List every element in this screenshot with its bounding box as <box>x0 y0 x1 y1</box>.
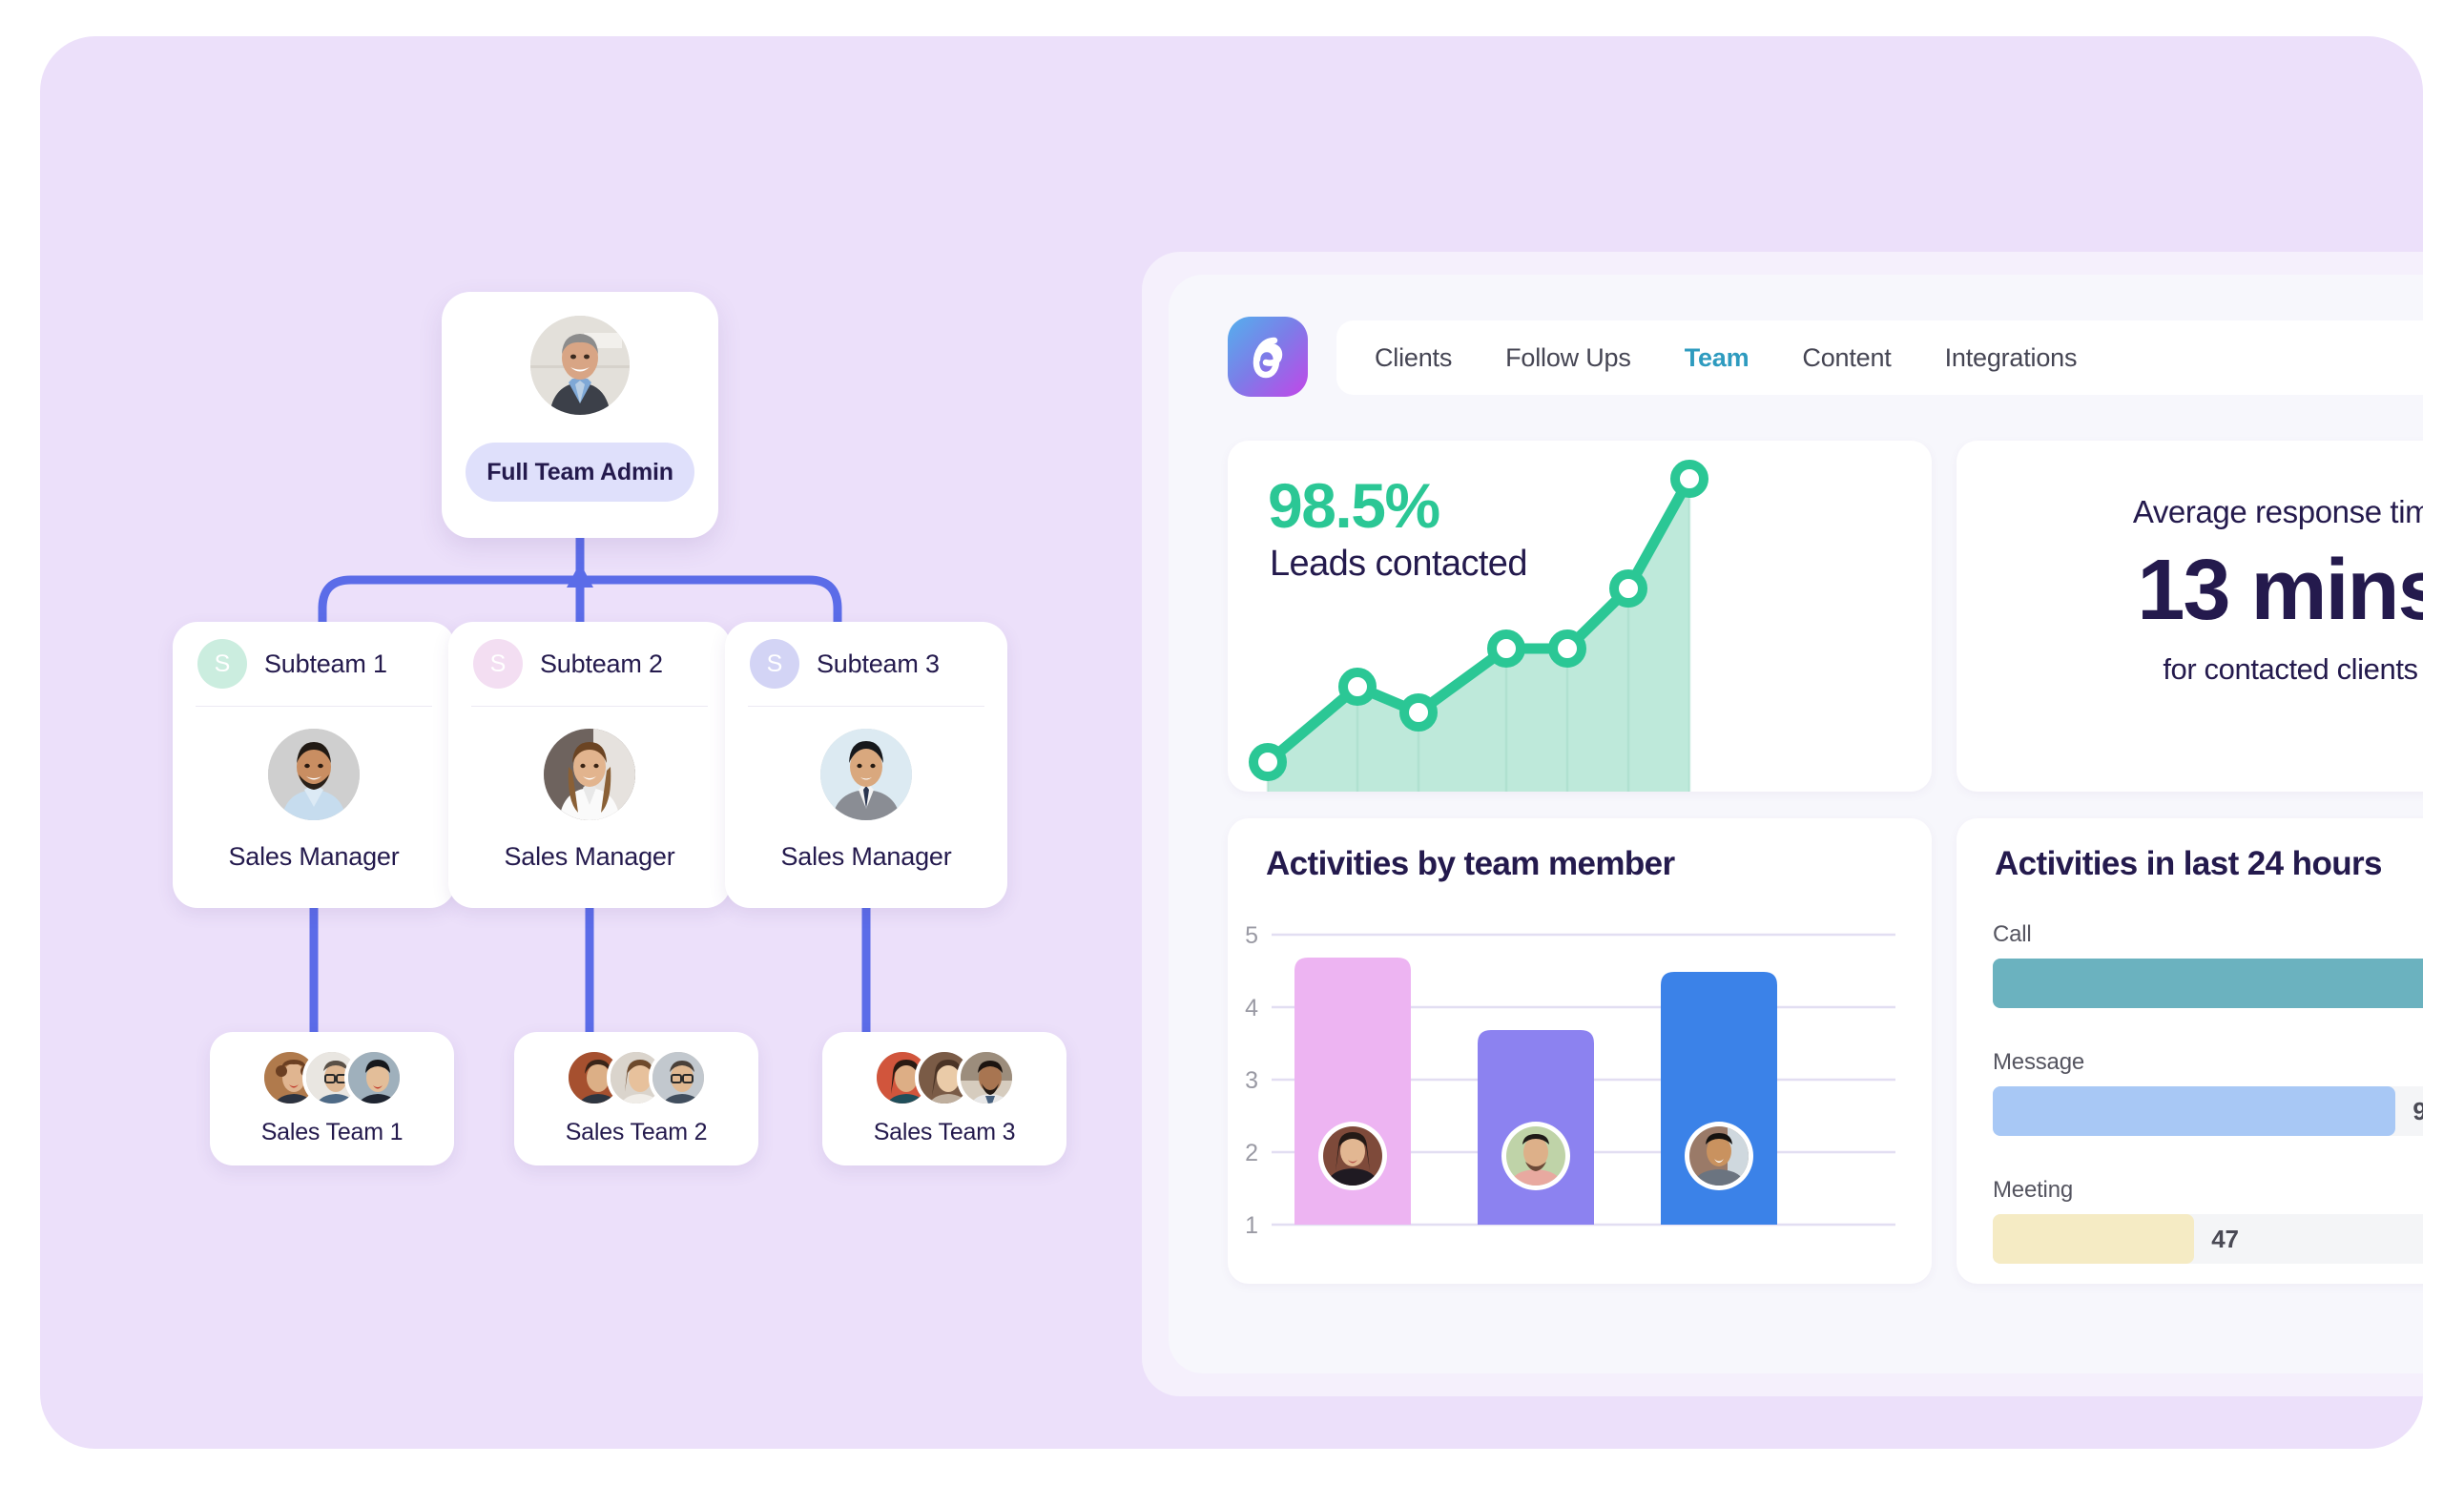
activity-row-meeting: Meeting 47 <box>1993 1177 2423 1264</box>
avatar <box>649 1048 708 1107</box>
divider <box>748 706 984 707</box>
subteam-badge: S <box>197 639 247 689</box>
activity-bar-fill <box>1993 1086 2396 1136</box>
org-node-sales-team-1[interactable]: Sales Team 1 <box>210 1032 454 1165</box>
avatar-group <box>873 1048 1016 1107</box>
svg-text:2: 2 <box>1245 1140 1258 1166</box>
divider <box>196 706 432 707</box>
subteam-name: Subteam 3 <box>817 649 940 678</box>
subteam-name: Subteam 2 <box>540 649 663 678</box>
dashboard-panel: Clients Follow Ups Team Content Integrat… <box>1169 275 2423 1373</box>
activity-bar-fill <box>1993 959 2423 1008</box>
response-title: Average response time <box>2132 494 2423 529</box>
svg-text:1: 1 <box>1245 1212 1258 1239</box>
activity-row-message: Message 93 <box>1993 1049 2423 1136</box>
activity-value: 93 <box>2412 1096 2423 1125</box>
avatar <box>530 316 630 415</box>
org-node-admin[interactable]: Full Team Admin <box>442 292 718 538</box>
team-label: Sales Team 2 <box>565 1119 708 1145</box>
org-chart: Full Team Admin S Subteam 1 <box>40 36 1137 1449</box>
divider <box>471 706 708 707</box>
response-caption: for contacted clients <box>2163 652 2418 686</box>
subteam-header: S Subteam 3 <box>725 622 1007 706</box>
activity-label: Message <box>1993 1049 2084 1075</box>
org-node-subteam-1[interactable]: S Subteam 1 Sales Manager <box>173 622 455 908</box>
nav-tab-bar: Clients Follow Ups Team Content Integrat… <box>1336 320 2423 395</box>
team-member-bar-chart: 5 4 3 2 1 <box>1245 922 1895 1239</box>
activity-value: 47 <box>2211 1224 2239 1253</box>
avatar <box>544 729 635 820</box>
avatar <box>344 1048 404 1107</box>
subteam-manager-role: Sales Manager <box>228 842 400 871</box>
activity-label: Call <box>1993 921 2032 947</box>
avatar-group <box>565 1048 708 1107</box>
tab-follow-ups[interactable]: Follow Ups <box>1505 342 1631 372</box>
svg-text:3: 3 <box>1245 1067 1258 1094</box>
activity-row-call: Call 118 <box>1993 921 2423 1008</box>
avatar <box>957 1048 1016 1107</box>
subteam-badge: S <box>750 639 799 689</box>
app-stage: Full Team Admin S Subteam 1 <box>40 36 2423 1449</box>
leads-percent: 98.5% <box>1268 470 1440 541</box>
subteam-manager-role: Sales Manager <box>504 842 675 871</box>
subteam-header: S Subteam 2 <box>448 622 731 706</box>
activities-24h-card: Activities in last 24 hours Call 118 Mes… <box>1957 818 2423 1284</box>
subteam-manager-role: Sales Manager <box>780 842 952 871</box>
activity-bar-fill <box>1993 1214 2195 1264</box>
activity-bar-track: 93 <box>1993 1086 2423 1136</box>
subteam-name: Subteam 1 <box>264 649 387 678</box>
org-node-sales-team-3[interactable]: Sales Team 3 <box>822 1032 1066 1165</box>
org-node-subteam-3[interactable]: S Subteam 3 Sales Manager <box>725 622 1007 908</box>
svg-text:4: 4 <box>1245 995 1258 1021</box>
org-node-sales-team-2[interactable]: Sales Team 2 <box>514 1032 758 1165</box>
activity-bar-track: 47 <box>1993 1214 2423 1264</box>
activity-label: Meeting <box>1993 1177 2073 1203</box>
avatar-group <box>260 1048 404 1107</box>
response-value: 13 mins <box>2137 543 2423 638</box>
org-connector-lines <box>309 533 871 1037</box>
leads-caption: Leads contacted <box>1270 544 1527 584</box>
activities-by-team-member-card: Activities by team member 5 4 3 2 1 <box>1228 818 1932 1284</box>
average-response-time-card: Average response time 13 mins for contac… <box>1957 441 2423 792</box>
activities-card-title: Activities in last 24 hours <box>1995 845 2382 882</box>
subteam-badge: S <box>473 639 523 689</box>
tab-integrations[interactable]: Integrations <box>1944 342 2078 372</box>
team-label: Sales Team 3 <box>873 1119 1016 1145</box>
org-node-subteam-2[interactable]: S Subteam 2 Sales M <box>448 622 731 908</box>
top-navigation: Clients Follow Ups Team Content Integrat… <box>1228 317 2423 399</box>
app-logo-icon[interactable] <box>1228 317 1308 397</box>
bars-card-title: Activities by team member <box>1266 845 1675 882</box>
team-label: Sales Team 1 <box>260 1119 404 1145</box>
leads-contacted-card: 98.5% Leads contacted <box>1228 441 1932 792</box>
leads-line-chart <box>1249 460 1708 792</box>
admin-role-pill[interactable]: Full Team Admin <box>466 443 694 502</box>
avatar <box>268 729 360 820</box>
svg-text:5: 5 <box>1245 922 1258 949</box>
subteam-header: S Subteam 1 <box>173 622 455 706</box>
tab-content[interactable]: Content <box>1802 342 1892 372</box>
activity-bar-track: 118 <box>1993 959 2423 1008</box>
tab-clients[interactable]: Clients <box>1375 342 1453 372</box>
tab-team[interactable]: Team <box>1684 342 1750 372</box>
avatar <box>820 729 912 820</box>
